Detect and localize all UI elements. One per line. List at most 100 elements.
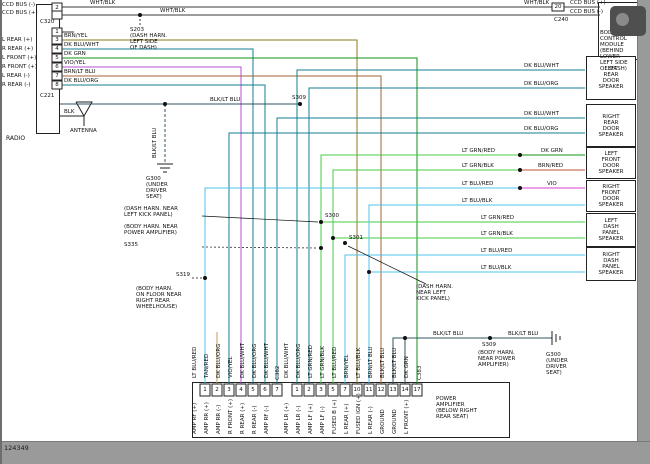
- amp-signal-label: R REAR (+): [240, 402, 246, 434]
- camera-icon: [610, 6, 646, 36]
- wire-rf-minus-lt-blu-blk: [368, 204, 585, 384]
- amp-pin: 11: [365, 387, 373, 393]
- amp-signal-label: AMP LR (+): [284, 402, 290, 434]
- amp-pin: 1: [203, 387, 207, 393]
- note-s301: (DASH HARN. NEAR LEFT KICK PANEL): [416, 284, 454, 302]
- amp-pin: 13: [389, 387, 397, 393]
- amp-pin-box: [291, 383, 303, 397]
- leader-s300: [201, 215, 319, 223]
- splice-s301-label: S301: [349, 235, 363, 241]
- splice-dot-s319: [203, 276, 207, 280]
- amp-pin: 7: [343, 387, 347, 393]
- radio-pin-3: 3: [55, 37, 59, 43]
- bcm-ccd-minus-label: CCD BUS (-): [570, 9, 603, 15]
- speaker-right-front-door: RIGHT FRONT DOOR SPEAKER: [586, 180, 636, 212]
- amp-signal-label: L REAR (+): [344, 403, 350, 434]
- wire-lf-minus-lt-grn-blk: [332, 169, 520, 384]
- amp-pin: 14: [401, 387, 409, 393]
- splice-dot-vio: [518, 186, 522, 190]
- radio-connector-c221: C221: [40, 93, 55, 99]
- wire-label-rdash-plus: LT BLU/RED: [481, 248, 513, 254]
- amp-wire-label: LT BLU/RED: [332, 346, 338, 378]
- note-body-harn-amp: (BODY HARN. NEAR POWER AMPLIFIER): [124, 224, 178, 236]
- wire-l-rear-minus-brn-lt-blu: [60, 75, 382, 384]
- wire-r-rear-minus-dk-blu-org: [60, 84, 266, 384]
- radio-signal-l-rear-plus: L REAR (+): [2, 37, 33, 43]
- wire-label-lf-brn-red: BRN/RED: [538, 163, 564, 169]
- wire-right-dash-plus: [344, 254, 585, 384]
- wire-label-lf-dk-grn: DK GRN: [541, 148, 563, 154]
- amp-pin-box: [387, 383, 399, 397]
- amp-pin-box: [411, 383, 423, 397]
- splice-dot-s203: [138, 13, 142, 17]
- page-frame-left: [0, 0, 2, 464]
- wire-left-rear-spk-minus: [308, 87, 585, 384]
- wire-label-lr-plus: DK BLU/WHT: [524, 63, 559, 69]
- splice-dot-s309-left: [298, 102, 302, 106]
- radio-pin-box: [51, 80, 63, 90]
- wire-label-rf-lt-blu-red: LT BLU/RED: [462, 181, 494, 187]
- amp-pin: 3: [227, 387, 231, 393]
- amp-pin: 5: [331, 387, 335, 393]
- amp-wire-label: DK BLU/ORG: [216, 343, 222, 378]
- speaker-left-dash-panel: LEFT DASH PANEL SPEAKER: [586, 213, 636, 247]
- radio-signal-r-rear-plus: R REAR (+): [2, 46, 34, 52]
- splice-s300-label: S300: [325, 213, 339, 219]
- radio-pin-box: [51, 62, 63, 72]
- wire-l-front-plus-dk-grn: [60, 57, 418, 384]
- splice-s203-note: S203 (DASH HARN. LEFT SIDE OF DASH): [130, 27, 168, 51]
- speaker-left-front-door: LEFT FRONT DOOR SPEAKER: [586, 147, 636, 179]
- ground-g300-left-label: G300 (UNDER DRIVER SEAT): [146, 176, 168, 200]
- radio-signal-l-front-plus: L FRONT (+): [2, 55, 37, 61]
- wire-label-vio-yel: VIO/YEL: [64, 60, 86, 66]
- splice-dot-left-dash: [331, 236, 335, 240]
- amp-signal-label: GROUND: [380, 409, 386, 434]
- amp-pin: 4: [239, 387, 243, 393]
- splice-s309-right-note: (BODY HARN. NEAR POWER AMPLIFIER): [478, 350, 516, 368]
- amp-pin: 5: [251, 387, 255, 393]
- wire-amp-ground-1: [392, 337, 552, 384]
- amp-signal-label: AMP RF (-): [264, 405, 270, 434]
- radio-signal-r-rear-minus: R REAR (-): [2, 82, 31, 88]
- amp-pin-box: [223, 383, 235, 397]
- wire-label-wht-blk-right: WHT/BLK: [524, 0, 550, 6]
- radio-pin-7: 7: [55, 73, 59, 79]
- amp-wire-label: LT GRN/BLK: [320, 346, 326, 378]
- radio-pin-box: [51, 71, 63, 81]
- amp-wire-label: DK BLU/WHT: [284, 343, 290, 378]
- amp-signal-label: AMP LR (-): [296, 405, 302, 434]
- amp-wire-label: LT GRN/RED: [308, 345, 314, 378]
- amp-wire-label: BLK/LT BLU: [380, 347, 386, 378]
- amp-signal-label: AMP LF (+): [308, 403, 314, 434]
- amp-wire-label: BRN/LT BLU: [368, 346, 374, 378]
- amp-signal-label: AMP RR (-): [216, 404, 222, 434]
- wire-label-rf-vio: VIO: [547, 181, 557, 187]
- splice-dot-right-dash: [367, 270, 371, 274]
- amp-signal-label: AMP LF (-): [320, 406, 326, 434]
- wire-label-ldash-minus: LT GRN/BLK: [481, 231, 513, 237]
- splice-dot-s335: [319, 246, 323, 250]
- bcm-connector-c240: C240: [554, 17, 569, 23]
- amp-connector-c382: C382: [275, 365, 281, 380]
- amp-pin-box: [351, 383, 363, 397]
- amp-pin-box: [303, 383, 315, 397]
- radio-pin-1: 1: [55, 29, 59, 35]
- radio-pin-boxes: [51, 2, 63, 90]
- page-frame-bottom: [0, 441, 650, 464]
- splice-dots: [138, 13, 522, 340]
- ground-g300-right-label: G300 (UNDER DRIVER SEAT): [546, 352, 568, 376]
- wire-label-brn-yel: BRN/YEL: [64, 33, 88, 39]
- amp-signal-label: L REAR (-): [368, 406, 374, 434]
- amp-signal-label: FUSED B (+): [332, 399, 338, 434]
- leader-s335: [201, 246, 319, 249]
- splice-s319-label: S319: [176, 272, 190, 278]
- amp-wire-label: BRN/YEL: [344, 354, 350, 378]
- amp-wire-label: DK BLU/ORG: [296, 343, 302, 378]
- amp-pin: 10: [353, 387, 361, 393]
- amp-pin-box: [247, 383, 259, 397]
- radio-signal-ccd-minus: CCD BUS (-): [2, 2, 35, 8]
- splice-dot-s300: [319, 220, 323, 224]
- antenna-label: ANTENNA: [70, 128, 97, 134]
- amp-pin-box: [339, 383, 351, 397]
